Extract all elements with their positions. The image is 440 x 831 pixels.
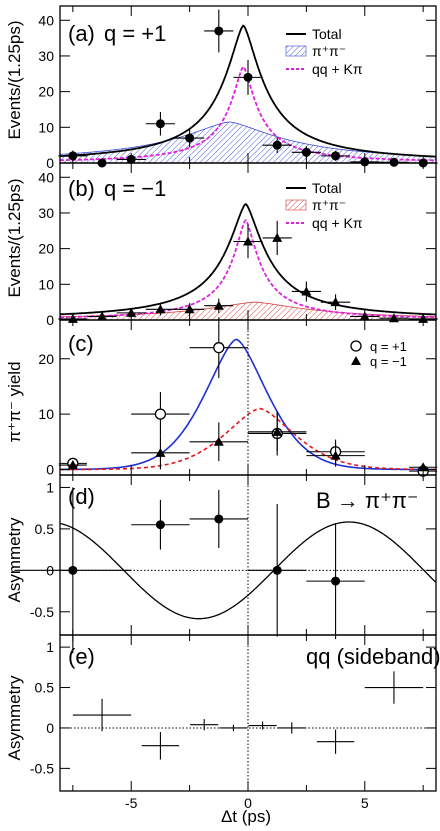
- y-tick-label: 0: [46, 461, 54, 477]
- data-point: [331, 151, 341, 161]
- y-tick-label: -0.5: [30, 760, 54, 776]
- data-point: [213, 436, 224, 446]
- panel-label: (c): [68, 331, 94, 356]
- q-plus-yield-curve: [60, 338, 436, 471]
- panel-label: (e): [68, 644, 95, 669]
- panel-b: 0 10 20 30 40 (b) q = −1 Events/(1.25ps) Tot…: [5, 162, 438, 328]
- data-point: [155, 447, 166, 457]
- panel-title: q = −1: [104, 176, 166, 201]
- data-point: [389, 157, 399, 167]
- y-tick-label: 0: [46, 155, 54, 171]
- data-point: [330, 297, 341, 307]
- legend-entry: π⁺π⁻: [312, 197, 346, 213]
- y-axis-label: π⁺π⁻ yield: [5, 361, 24, 442]
- data-point: [155, 119, 165, 129]
- data-point: [330, 450, 341, 460]
- data-point: [243, 236, 253, 246]
- y-tick-label: 10: [38, 406, 54, 422]
- y-tick-label: 0: [46, 720, 54, 736]
- y-tick-label: 30: [38, 48, 54, 64]
- data-point: [97, 311, 108, 321]
- y-tick-label: 20: [38, 241, 54, 257]
- data-point: [243, 72, 253, 82]
- data-point: [272, 426, 283, 436]
- panel-annotation: qq (sideband): [306, 644, 440, 669]
- data-point: [68, 565, 78, 575]
- data-point: [213, 300, 224, 310]
- data-point: [67, 460, 78, 470]
- legend-entry: Total: [312, 180, 342, 196]
- y-axis-label: Asymmetry: [5, 517, 24, 603]
- data-point: [272, 140, 282, 150]
- legend-swatch-pipi: [285, 199, 307, 211]
- panel-label: (a): [68, 21, 95, 46]
- data-point: [301, 147, 311, 157]
- legend-swatch-pipi: [285, 45, 307, 57]
- legend: Total π⁺π⁻ qq + Kπ: [285, 26, 363, 77]
- y-tick-label: 20: [38, 351, 54, 367]
- data-point: [154, 408, 167, 420]
- panel-label: (d): [68, 484, 95, 509]
- data-point: [185, 133, 195, 143]
- y-tick-label: 1: [46, 639, 54, 655]
- x-tick-label: 0: [244, 795, 252, 811]
- y-tick-label: 20: [38, 84, 54, 100]
- panel-d: -0.5 0 0.5 1 (d) B → π⁺π⁻ Asymmetry: [5, 474, 437, 654]
- legend-entry: q = −1: [370, 354, 407, 369]
- x-tick-label: 5: [361, 795, 369, 811]
- legend-entry: qq + Kπ: [312, 61, 363, 77]
- data-point: [213, 342, 225, 354]
- total-fit-curve: [60, 24, 436, 158]
- data-point: [68, 151, 78, 161]
- background-component-curve: [60, 218, 436, 319]
- panel-a: 0 10 20 30 40 (a) q = +1 Events/(1.25ps) Tot…: [5, 5, 438, 171]
- legend-entry: q = +1: [370, 339, 407, 354]
- y-axis-label: Events/(1.25ps): [5, 20, 24, 139]
- data-point: [214, 514, 224, 524]
- y-tick-label: 10: [38, 276, 54, 292]
- x-axis-label: Δt (ps): [221, 807, 271, 826]
- y-tick-label: 40: [38, 169, 54, 185]
- y-axis-label: Asymmetry: [5, 675, 24, 761]
- y-tick-label: 1: [46, 479, 54, 495]
- panel-c: 0 10 20 (c) π⁺π⁻ yield q = +1 q = −1: [5, 317, 438, 477]
- legend-entry: Total: [312, 26, 342, 42]
- y-tick-label: 0: [46, 312, 54, 328]
- total-fit-curve: [60, 202, 436, 316]
- legend-marker-triangle: [351, 356, 361, 365]
- data-point: [214, 26, 224, 36]
- panel-annotation: B → π⁺π⁻: [316, 488, 418, 513]
- x-tick-label: -5: [125, 795, 138, 811]
- data-point: [155, 520, 165, 530]
- y-axis-label: Events/(1.25ps): [5, 178, 24, 297]
- data-point: [301, 286, 312, 296]
- data-point: [331, 576, 341, 586]
- y-tick-label: 0.5: [35, 680, 55, 696]
- legend-entry: π⁺π⁻: [312, 43, 346, 59]
- y-tick-label: -0.5: [30, 604, 54, 620]
- legend-marker-open-circle: [350, 340, 362, 352]
- legend-entry: qq + Kπ: [312, 215, 363, 231]
- panel-e: -0.5 0 0.5 1 -5 0 5 (e) qq (sideband) Asymmetr…: [5, 634, 440, 826]
- panel-label: (b): [68, 176, 95, 201]
- y-tick-label: 40: [38, 12, 54, 28]
- background-component-curve: [60, 65, 436, 162]
- legend: q = +1 q = −1: [350, 339, 407, 369]
- panel-title: q = +1: [104, 21, 166, 46]
- y-tick-label: 0.5: [35, 521, 55, 537]
- data-point: [184, 304, 195, 314]
- y-tick-label: 0: [46, 562, 54, 578]
- data-point: [155, 304, 166, 314]
- y-tick-label: 10: [38, 119, 54, 135]
- y-tick-label: 30: [38, 205, 54, 221]
- data-point: [418, 462, 429, 472]
- legend: Total π⁺π⁻ qq + Kπ: [285, 180, 363, 231]
- data-point: [272, 232, 283, 242]
